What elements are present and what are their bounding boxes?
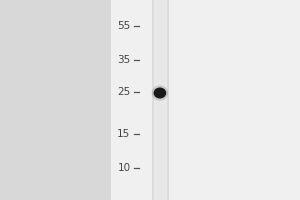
- Bar: [111, 0, 300, 200]
- Ellipse shape: [152, 85, 168, 101]
- Text: 15: 15: [117, 129, 130, 139]
- Text: 10: 10: [117, 163, 130, 173]
- Ellipse shape: [154, 88, 166, 98]
- Text: 35: 35: [117, 55, 130, 65]
- Bar: [154, 0, 167, 200]
- Bar: [152, 0, 169, 200]
- Bar: [0, 0, 111, 200]
- Text: 55: 55: [117, 21, 130, 31]
- Text: 25: 25: [117, 87, 130, 97]
